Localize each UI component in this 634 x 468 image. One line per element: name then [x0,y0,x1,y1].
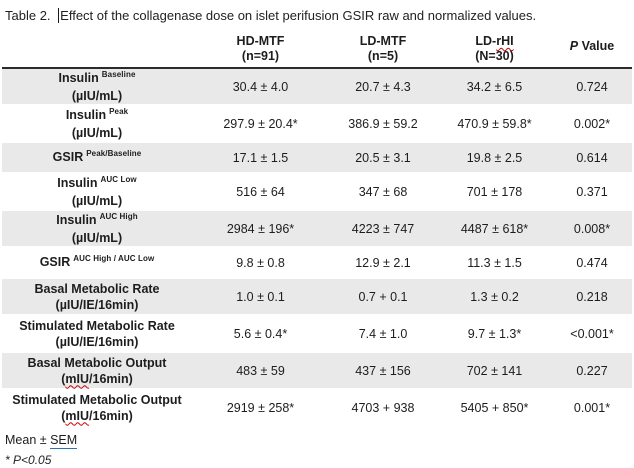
table-row-stimulated-metabolic-rate: Stimulated Metabolic Rate (µIU/IE/16min)… [2,315,632,353]
misspelled-word: mIU [65,371,90,386]
header-hd-mtf: HD-MTF (n=91) [236,34,285,63]
cell-ld-mtf: 20.5 ± 3.1 [329,142,437,174]
row-label: GSIR Peak/Baseline [2,142,192,174]
caption-label: Table 2. [5,8,55,23]
cell-ld-mtf: 347 ± 68 [329,173,437,211]
cell-ld-rhi: 4487 ± 618* [437,210,552,248]
text-cursor [58,8,60,23]
superscript: AUC High [99,212,138,221]
header-row-labels [2,29,192,68]
row-label: Basal Metabolic Output (mIU/16min) [2,352,192,390]
cell-hd-mtf: 2984 ± 196* [192,210,329,248]
cell-ld-mtf: 4223 ± 747 [329,210,437,248]
cell-ld-rhi: 470.9 ± 59.8* [437,105,552,143]
table-row-insulin-auc-low: Insulin AUC Low (µIU/mL) 516 ± 64 347 ± 6… [2,173,632,211]
cell-p-value: 0.724 [552,68,632,106]
cell-ld-rhi: 1.3 ± 0.2 [437,278,552,316]
row-label: Basal Metabolic Rate (µIU/IE/16min) [2,278,192,316]
mean-sem-note: Mean ± SEM [5,433,78,449]
cell-hd-mtf: 2919 ± 258* [192,389,329,427]
table-row-insulin-auc-high: Insulin AUC High (µIU/mL) 2984 ± 196* 422… [2,210,632,248]
cell-ld-mtf: 386.9 ± 59.2 [329,105,437,143]
cell-p-value: 0.008* [552,210,632,248]
cell-ld-rhi: 701 ± 178 [437,173,552,211]
table-row-insulin-peak: Insulin Peak (µIU/mL) 297.9 ± 20.4* 386.9… [2,105,632,143]
superscript: Baseline [101,70,136,79]
superscript: AUC High / AUC Low [73,254,155,263]
table-row-basal-metabolic-rate: Basal Metabolic Rate (µIU/IE/16min) 1.0 … [2,278,632,316]
table-row-insulin-baseline: Insulin Baseline (µIU/mL) 30.4 ± 4.0 20.7… [2,68,632,106]
caption-text: Effect of the collagenase dose on islet … [60,8,537,23]
cell-ld-mtf: 0.7 + 0.1 [329,278,437,316]
superscript: Peak/Baseline [86,149,142,158]
row-label: Stimulated Metabolic Rate (µIU/IE/16min) [2,315,192,353]
cell-hd-mtf: 1.0 ± 0.1 [192,278,329,316]
row-label: Insulin AUC Low (µIU/mL) [2,173,192,211]
gsir-results-table: HD-MTF (n=91) LD-MTF (n=5) LD-rHI (N=30)… [2,29,632,427]
cell-hd-mtf: 483 ± 59 [192,352,329,390]
misspelled-word: mIU [65,408,90,423]
cell-p-value: 0.227 [552,352,632,390]
cell-hd-mtf: 9.8 ± 0.8 [192,247,329,279]
cell-hd-mtf: 17.1 ± 1.5 [192,142,329,174]
row-label: Insulin Peak (µIU/mL) [2,105,192,143]
header-ld-mtf: LD-MTF (n=5) [359,34,407,63]
table-caption: Table 2. Effect of the collagenase dose … [0,0,634,28]
cell-p-value: 0.614 [552,142,632,174]
cell-ld-rhi: 5405 + 850* [437,389,552,427]
cell-hd-mtf: 297.9 ± 20.4* [192,105,329,143]
cell-ld-rhi: 34.2 ± 6.5 [437,68,552,106]
cell-ld-rhi: 11.3 ± 1.5 [437,247,552,279]
table-row-stimulated-metabolic-output: Stimulated Metabolic Output (mIU/16min) … [2,389,632,427]
cell-hd-mtf: 516 ± 64 [192,173,329,211]
cell-ld-mtf: 12.9 ± 2.1 [329,247,437,279]
sem-underlined-text: SEM [50,433,78,449]
misspelled-word: rHI [496,34,514,48]
table-row-gsir-auc-ratio: GSIR AUC High / AUC Low 9.8 ± 0.8 12.9 ± … [2,247,632,279]
header-ld-rhi: LD-rHI (N=30) [475,34,514,63]
cell-ld-rhi: 9.7 ± 1.3* [437,315,552,353]
cell-p-value: 0.002* [552,105,632,143]
cell-ld-mtf: 7.4 ± 1.0 [329,315,437,353]
cell-p-value: 0.474 [552,247,632,279]
cell-p-value: <0.001* [552,315,632,353]
row-label: Insulin Baseline (µIU/mL) [2,68,192,106]
cell-hd-mtf: 30.4 ± 4.0 [192,68,329,106]
significance-note: * P<0.05 [5,453,52,467]
cell-ld-mtf: 437 ± 156 [329,352,437,390]
cell-p-value: 0.371 [552,173,632,211]
row-label: Insulin AUC High (µIU/mL) [2,210,192,248]
cell-ld-mtf: 20.7 ± 4.3 [329,68,437,106]
cell-p-value: 0.218 [552,278,632,316]
row-label: Stimulated Metabolic Output (mIU/16min) [2,389,192,427]
superscript: Peak [109,107,129,116]
cell-hd-mtf: 5.6 ± 0.4* [192,315,329,353]
cell-ld-mtf: 4703 + 938 [329,389,437,427]
header-p-value: P Value [569,39,615,53]
table-row-basal-metabolic-output: Basal Metabolic Output (mIU/16min) 483 ±… [2,352,632,390]
superscript: AUC Low [100,175,137,184]
table-header: HD-MTF (n=91) LD-MTF (n=5) LD-rHI (N=30)… [2,29,632,68]
cell-p-value: 0.001* [552,389,632,427]
row-label: GSIR AUC High / AUC Low [2,247,192,279]
cell-ld-rhi: 702 ± 141 [437,352,552,390]
cell-ld-rhi: 19.8 ± 2.5 [437,142,552,174]
table-row-gsir-peak-baseline: GSIR Peak/Baseline 17.1 ± 1.5 20.5 ± 3.1 … [2,142,632,174]
